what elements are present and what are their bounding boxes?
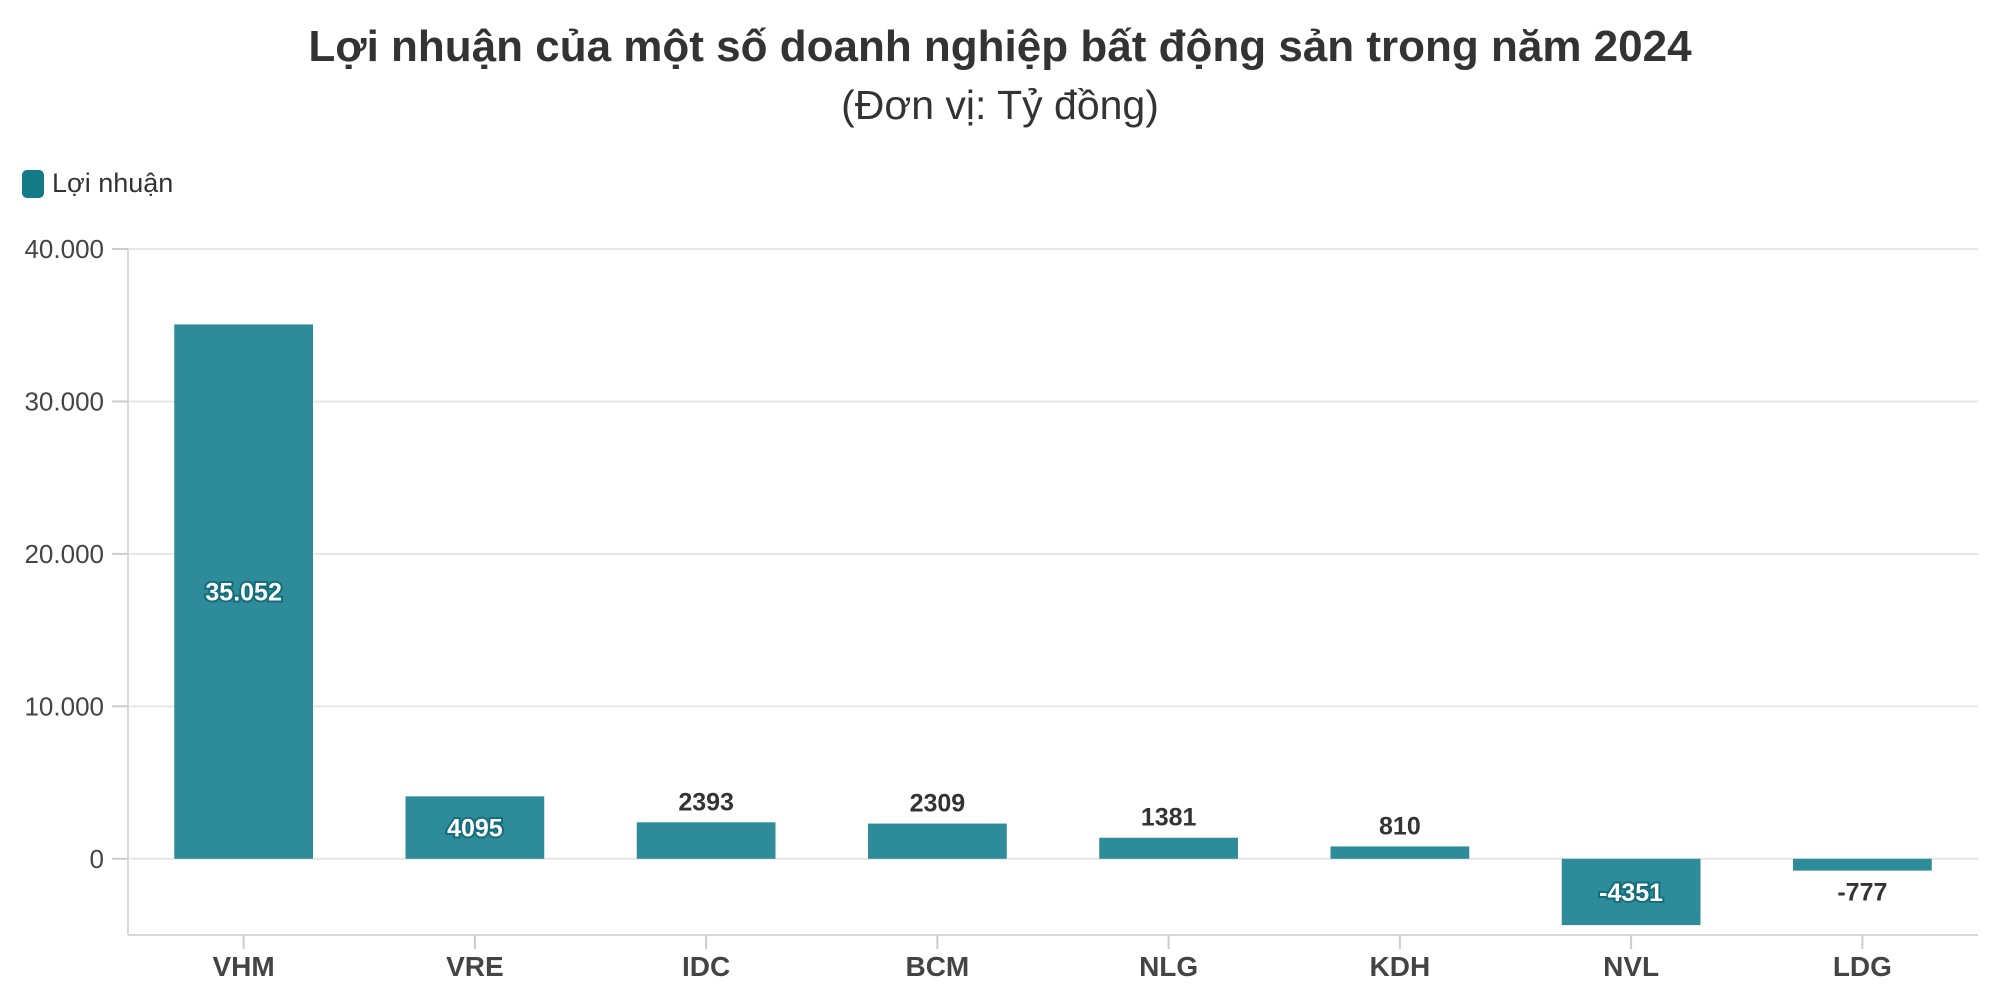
legend-swatch xyxy=(22,169,44,198)
x-tick-label-nvl: NVL xyxy=(1603,951,1659,982)
x-axis: VHM VRE IDC BCM NLG KDH NVL LDG xyxy=(213,935,1892,982)
x-tick-label-kdh: KDH xyxy=(1370,951,1431,982)
data-labels: 35.052 4095 2393 2309 1381 810 -4351 -777 xyxy=(203,577,1887,909)
y-axis: 0 10.000 20.000 30.000 40.000 xyxy=(24,234,128,874)
y-tick-label: 0 xyxy=(90,844,104,874)
chart-subtitle: (Đơn vị: Tỷ đồng) xyxy=(841,82,1159,128)
data-label-nvl: -4351 xyxy=(1599,879,1663,907)
data-label-vhm: 35.052 xyxy=(205,579,281,607)
data-label-ldg: -777 xyxy=(1837,879,1887,907)
bar-vhm[interactable] xyxy=(174,324,313,859)
y-tick-label: 40.000 xyxy=(24,234,104,264)
x-tick-label-vre: VRE xyxy=(446,951,504,982)
bar-nlg[interactable] xyxy=(1099,837,1238,859)
x-tick-label-vhm: VHM xyxy=(213,951,275,982)
bar-nvl[interactable] xyxy=(1561,858,1701,926)
data-label-idc: 2393 xyxy=(678,788,734,816)
y-tick-label: 30.000 xyxy=(24,386,104,416)
legend-label: Lợi nhuận xyxy=(52,168,174,198)
bar-ldg[interactable] xyxy=(1793,858,1932,871)
y-tick-label: 10.000 xyxy=(24,691,104,721)
x-tick-label-bcm: BCM xyxy=(905,951,969,982)
bar-vre[interactable] xyxy=(405,796,545,859)
x-tick-label-ldg: LDG xyxy=(1833,951,1892,982)
legend[interactable]: Lợi nhuận xyxy=(22,168,173,199)
bar-kdh[interactable] xyxy=(1330,846,1470,859)
x-tick-label-idc: IDC xyxy=(682,951,730,982)
grid-lines xyxy=(127,248,1978,936)
data-label-vre: 4095 xyxy=(447,815,503,843)
data-label-bcm: 2309 xyxy=(910,790,966,818)
bar-bcm[interactable] xyxy=(868,823,1007,859)
data-label-kdh: 810 xyxy=(1379,812,1421,840)
x-tick-label-nlg: NLG xyxy=(1139,951,1198,982)
y-tick-label: 20.000 xyxy=(24,539,104,569)
bars xyxy=(174,324,1932,926)
bar-idc[interactable] xyxy=(636,822,776,859)
chart-title: Lợi nhuận của một số doanh nghiệp bất độ… xyxy=(308,22,1692,71)
data-label-nlg: 1381 xyxy=(1141,804,1197,832)
